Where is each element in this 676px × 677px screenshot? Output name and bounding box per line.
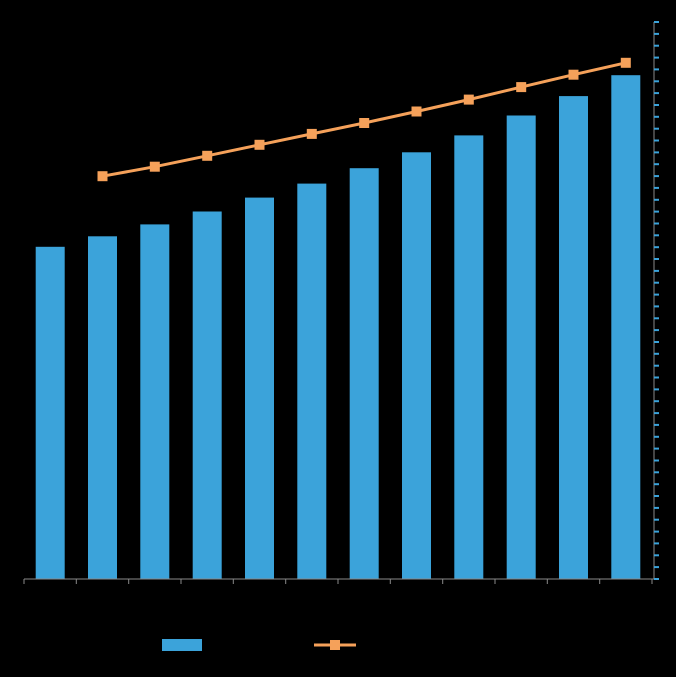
- axes: [23, 21, 659, 584]
- bar: [402, 152, 431, 580]
- legend-bar-swatch: [162, 639, 202, 651]
- bar: [192, 211, 222, 579]
- bar: [506, 115, 536, 579]
- bar: [140, 224, 170, 579]
- line-point: [202, 150, 213, 161]
- line-point: [516, 82, 527, 93]
- bar: [349, 168, 379, 579]
- bar: [559, 96, 588, 579]
- line-point: [306, 128, 317, 139]
- line-point: [411, 106, 422, 117]
- bar-series: [35, 75, 641, 580]
- line-point: [97, 171, 108, 182]
- legend: [162, 639, 356, 651]
- line-point: [463, 94, 474, 105]
- bar: [88, 236, 117, 580]
- line-point: [149, 161, 160, 172]
- line-point: [568, 69, 579, 80]
- bar: [35, 246, 65, 580]
- line-point: [620, 57, 631, 68]
- bar: [245, 197, 274, 579]
- bar: [454, 135, 484, 579]
- bar: [297, 183, 327, 579]
- line-point: [359, 118, 370, 128]
- line-series: [97, 57, 631, 182]
- bar: [611, 75, 641, 579]
- legend-line-marker: [330, 640, 340, 650]
- line-point: [254, 139, 265, 150]
